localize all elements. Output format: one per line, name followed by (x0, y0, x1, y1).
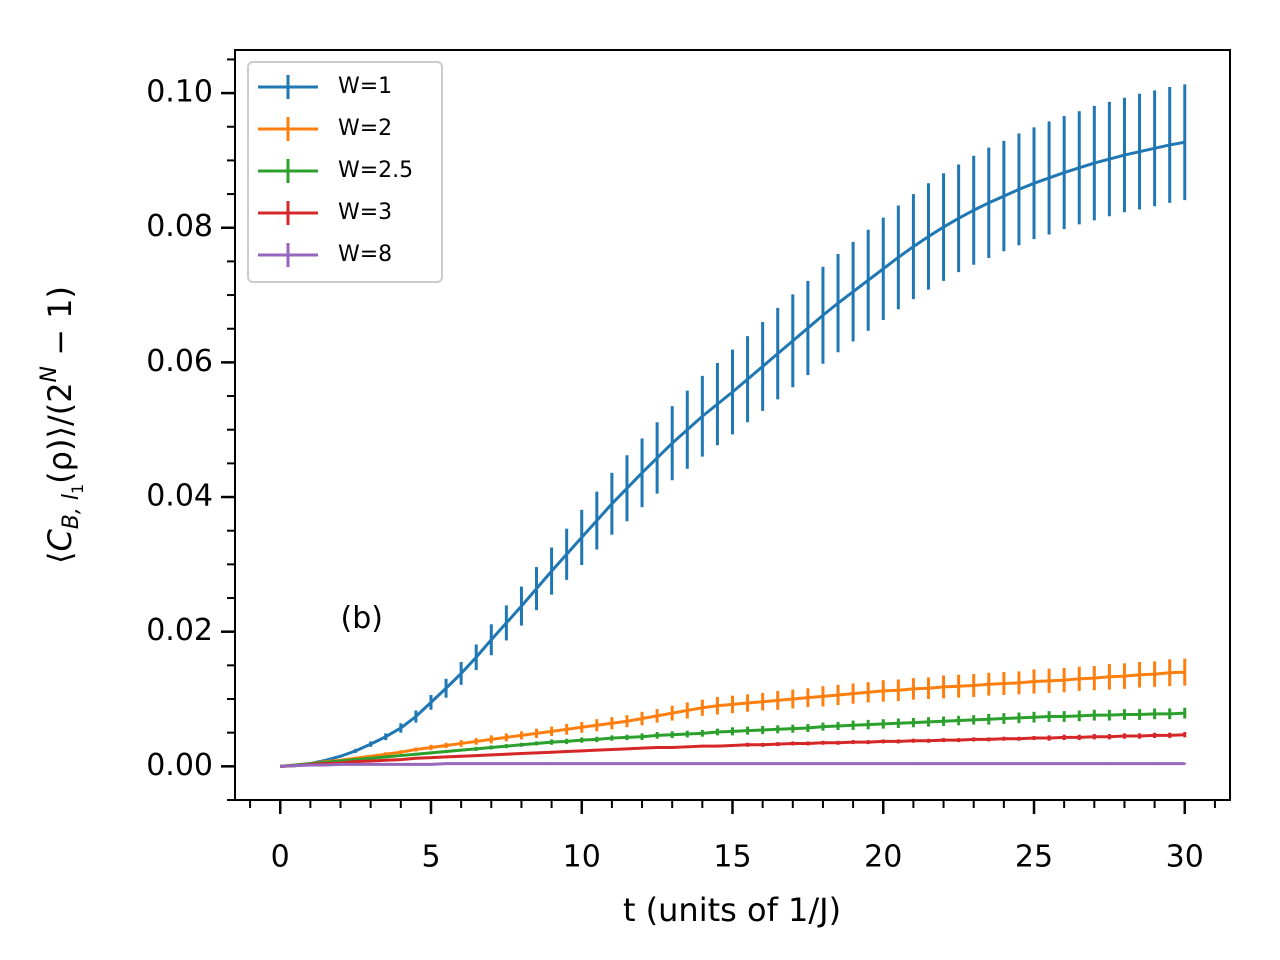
y-axis-label-part: (ρ)⟩/(2 (41, 382, 79, 483)
legend-label: W=1 (338, 74, 392, 99)
y-tick-label: 0.08 (146, 209, 213, 244)
legend-label: W=2.5 (338, 158, 413, 183)
y-axis-label-part: B, l (59, 494, 84, 529)
y-tick-label: 0.06 (146, 344, 213, 379)
y-tick-label: 0.04 (146, 479, 213, 514)
y-axis-label: ⟨CB, l1(ρ)⟩/(2N − 1) (37, 286, 87, 564)
y-axis-label-part: ⟨ (41, 552, 79, 564)
x-tick-label: 25 (1015, 840, 1053, 875)
x-tick-label: 0 (271, 840, 290, 875)
x-tick-label: 5 (421, 840, 440, 875)
y-axis-label-part: C (41, 529, 79, 552)
x-axis-label: t (units of 1/J) (623, 891, 841, 929)
x-tick-label: 15 (713, 840, 751, 875)
legend-label: W=8 (338, 242, 392, 267)
y-tick-label: 0.02 (146, 613, 213, 648)
legend-label: W=2 (338, 116, 392, 141)
x-tick-label: 20 (864, 840, 902, 875)
x-tick-label: 10 (563, 840, 601, 875)
y-axis-label-part: 1 (68, 484, 87, 494)
plot-frame (234, 49, 1231, 801)
annotation: (b) (341, 601, 383, 636)
legend-box (247, 61, 443, 283)
x-tick-label: 30 (1166, 840, 1204, 875)
y-axis-label-part: N (37, 366, 62, 382)
y-tick-label: 0.00 (146, 748, 213, 783)
y-axis-label-part: − 1) (41, 286, 79, 366)
y-tick-label: 0.10 (146, 75, 213, 110)
legend-label: W=3 (338, 200, 392, 225)
